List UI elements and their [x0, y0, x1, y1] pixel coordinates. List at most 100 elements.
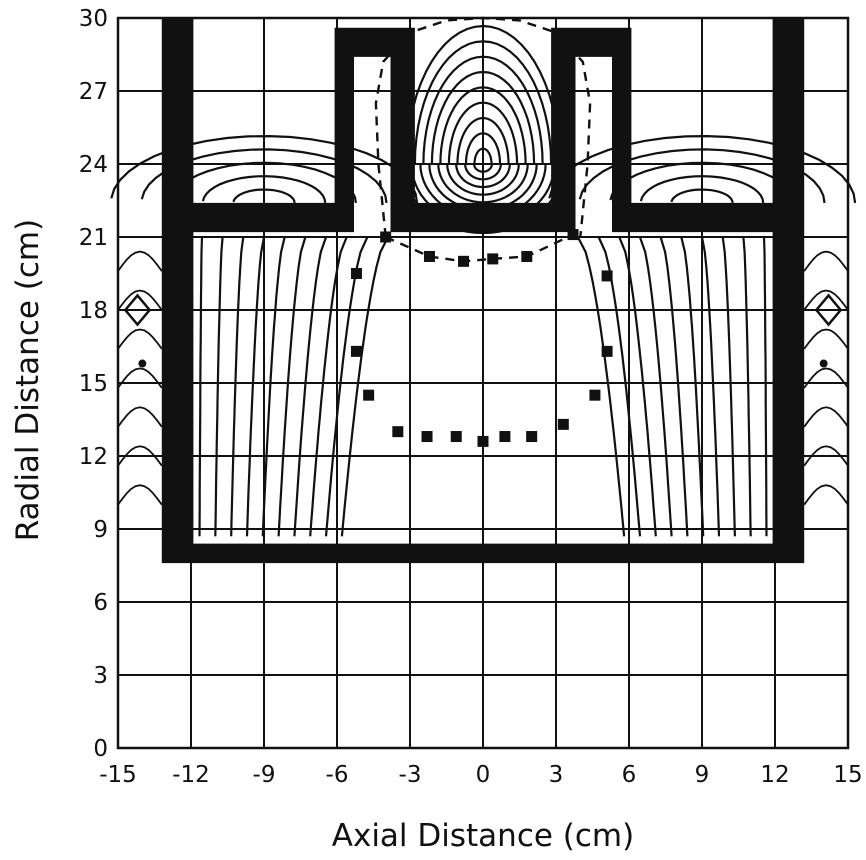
x-tick-label: -12 [172, 762, 210, 788]
y-tick-label: 0 [93, 736, 108, 762]
contour-center-upper [473, 147, 493, 164]
contour-center-upper [447, 101, 519, 165]
contour-side [214, 236, 224, 537]
contour-center-lower [446, 163, 520, 196]
contour-shelf [639, 175, 765, 204]
x-tick-label: 6 [622, 762, 637, 788]
contour-center-upper [456, 116, 510, 165]
contour-outer-edge [803, 289, 849, 311]
dashed-boundary [374, 16, 592, 263]
contour-center-lower [464, 163, 502, 181]
x-tick-label: 3 [549, 762, 564, 788]
data-point [567, 229, 579, 241]
edge-dot [138, 359, 147, 368]
contour-side [762, 236, 768, 537]
contour-outer-edge [803, 484, 849, 506]
contour-shelf [670, 188, 734, 204]
contour-side [638, 236, 673, 537]
tick-labels: -15 -12 -9 -6 -3 0 3 6 9 12 15 0 3 6 9 12 15 18 21 24 27 30 [79, 6, 863, 788]
contour-center-upper [422, 55, 544, 165]
contour-outer-edge [803, 250, 849, 272]
contour-outer-edge [117, 367, 163, 389]
x-tick-label: 12 [760, 762, 789, 788]
contour-outer-edge [803, 328, 849, 350]
contour-side [309, 236, 348, 537]
data-point [557, 418, 569, 430]
contour-side [324, 236, 369, 537]
contour-outer-edge [803, 406, 849, 428]
data-point [601, 345, 613, 357]
data-point [350, 268, 362, 279]
data-point [450, 431, 462, 443]
y-tick-label: 9 [93, 517, 108, 543]
y-axis-title: Radial Distance (cm) [10, 219, 46, 541]
contour-side [659, 236, 689, 537]
contour-center-lower [473, 164, 493, 173]
data-point [363, 389, 375, 401]
x-tick-label: -9 [253, 762, 276, 788]
contour-edge-diamond [814, 293, 843, 327]
y-tick-label: 3 [93, 663, 108, 689]
y-tick-label: 24 [79, 152, 108, 178]
contour-side [340, 236, 390, 537]
contour-side [277, 236, 307, 537]
data-point [350, 345, 362, 357]
data-point [380, 231, 392, 243]
contour-outer-edge [117, 445, 163, 467]
y-tick-label: 18 [79, 298, 108, 324]
contour-side [230, 236, 245, 537]
x-tick-label: 15 [833, 762, 862, 788]
data-markers [350, 229, 613, 447]
data-point [421, 431, 433, 443]
data-point [458, 255, 470, 267]
edge-dot [819, 359, 828, 368]
y-tick-label: 12 [79, 444, 108, 470]
contour-side [198, 236, 204, 537]
x-tick-label: -6 [326, 762, 349, 788]
contour-shelf [232, 188, 296, 204]
contour-center-lower [455, 163, 511, 189]
data-point [487, 253, 499, 265]
contour-center-upper [430, 70, 536, 165]
data-point [499, 431, 511, 443]
contour-outer-edge [117, 289, 163, 311]
x-tick-label: -15 [99, 762, 137, 788]
contour-side [597, 236, 642, 537]
x-tick-label: -3 [399, 762, 422, 788]
y-tick-label: 30 [79, 6, 108, 32]
x-tick-label: 9 [695, 762, 710, 788]
y-tick-label: 15 [79, 371, 108, 397]
contour-side [742, 236, 752, 537]
data-point [521, 250, 533, 262]
contour-outer-edge [117, 484, 163, 506]
data-point [477, 435, 489, 447]
y-tick-label: 6 [93, 590, 108, 616]
dashed-contour [374, 16, 592, 238]
contour-outer-edge [117, 328, 163, 350]
contour-edge-diamond [123, 293, 152, 327]
y-tick-label: 27 [79, 79, 108, 105]
data-point [589, 389, 601, 401]
contour-side [245, 236, 266, 537]
contour-center-upper [464, 132, 502, 165]
contour-side [680, 236, 705, 537]
contour-side [700, 236, 721, 537]
contour-outer-edge [803, 445, 849, 467]
dashed-contour [385, 233, 574, 263]
contour-side [293, 236, 328, 537]
y-tick-label: 21 [79, 225, 108, 251]
data-point [423, 250, 435, 262]
contour-center-upper [439, 86, 527, 165]
contour-center-upper [405, 24, 561, 165]
data-point [526, 431, 538, 443]
contour-side [261, 236, 286, 537]
contour-shelf [201, 175, 327, 204]
contour-side [721, 236, 736, 537]
contour-side [618, 236, 657, 537]
contour-outer-edge [803, 367, 849, 389]
contour-outer-edge [117, 406, 163, 428]
contour-center-upper [413, 40, 553, 165]
contour-center-lower [437, 163, 529, 204]
